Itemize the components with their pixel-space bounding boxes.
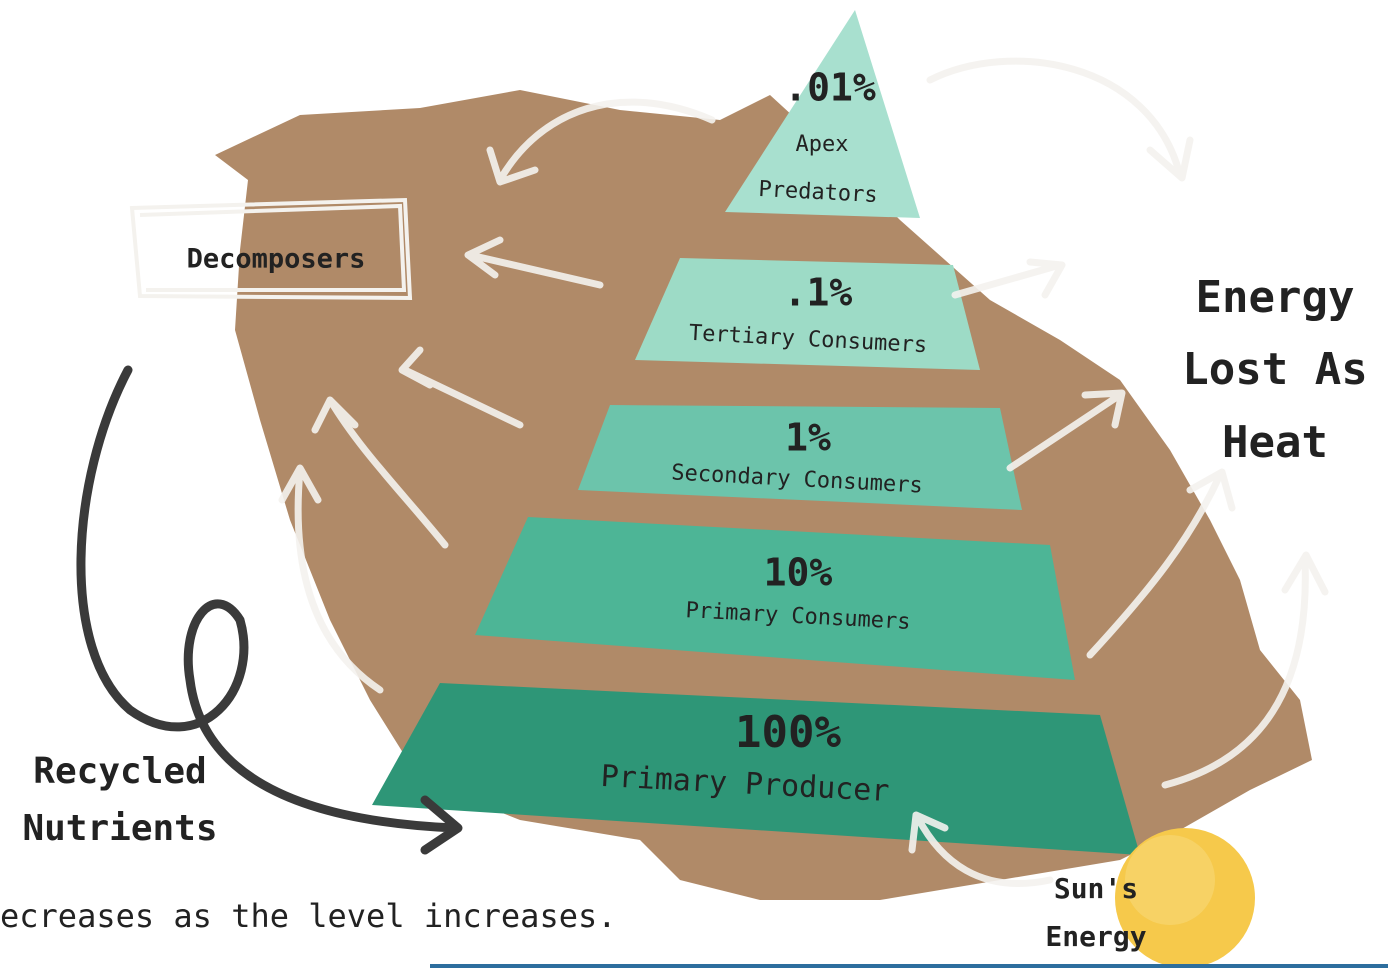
sun-highlight [1125,835,1215,925]
level-label: Apex [796,132,849,157]
recycled-label: Nutrients [22,808,217,849]
page: .01% Apex Predators .1% Tertiary Consume… [0,0,1388,968]
level-percent: 10% [764,551,833,595]
caption: ecreases as the level increases. [0,897,617,935]
level-percent: .01% [784,66,876,110]
recycled-label: Recycled [33,751,206,792]
arrow [930,61,1190,178]
decomposers-label: Decomposers [187,244,366,275]
sun-label: Sun's [1054,872,1138,905]
sun-label: Energy [1045,920,1146,953]
level-percent: 100% [735,707,841,758]
energy-lost: Energy [1196,272,1355,323]
arrow [955,262,1062,295]
level-percent: .1% [784,271,853,315]
energy-lost: Lost As [1182,344,1367,395]
energy-lost: Heat [1222,417,1328,468]
level-percent: 1% [785,416,831,460]
